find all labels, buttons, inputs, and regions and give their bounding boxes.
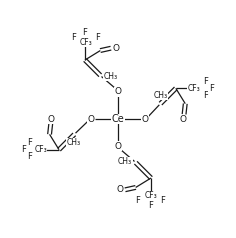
Text: F: F: [203, 91, 208, 100]
Text: O: O: [112, 44, 119, 53]
Text: F: F: [83, 28, 87, 37]
Text: F: F: [27, 138, 32, 147]
Text: F: F: [71, 33, 76, 42]
Text: O: O: [180, 115, 187, 124]
Text: F: F: [160, 196, 165, 205]
Text: CF₃: CF₃: [34, 145, 47, 154]
Text: CF₃: CF₃: [145, 191, 157, 200]
Text: O: O: [114, 87, 122, 96]
Text: O: O: [116, 185, 123, 194]
Text: Ce: Ce: [112, 114, 124, 124]
Text: F: F: [136, 196, 140, 205]
Text: O: O: [142, 114, 149, 124]
Text: CH₃: CH₃: [67, 138, 81, 147]
Text: F: F: [203, 77, 208, 86]
Text: O: O: [48, 114, 55, 124]
Text: CH₃: CH₃: [104, 72, 118, 81]
Text: CF₃: CF₃: [188, 84, 201, 93]
Text: F: F: [96, 33, 100, 42]
Text: O: O: [114, 142, 122, 151]
Text: CF₃: CF₃: [79, 38, 92, 47]
Text: F: F: [209, 84, 214, 93]
Text: O: O: [87, 114, 94, 124]
Text: F: F: [149, 201, 153, 210]
Text: F: F: [27, 152, 32, 161]
Text: CH₃: CH₃: [118, 157, 132, 166]
Text: F: F: [21, 145, 26, 154]
Text: CH₃: CH₃: [153, 91, 168, 100]
